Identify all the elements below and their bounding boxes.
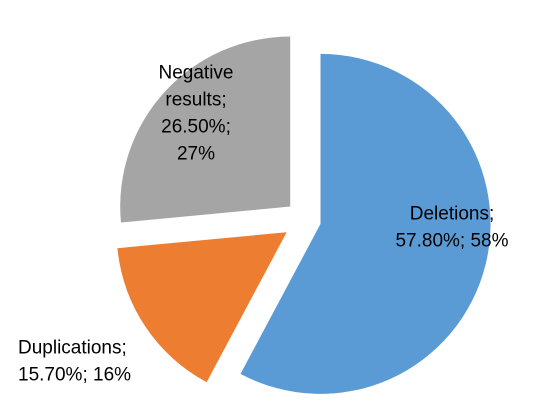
data-label-line: Deletions;	[410, 204, 495, 225]
data-label-line: Negative	[159, 63, 234, 84]
data-label-line: 57.80%; 58%	[395, 231, 508, 252]
data-label-negative-results: Negative results; 26.50%; 27%	[159, 63, 234, 165]
pie-slice-duplications	[117, 232, 287, 383]
pie-slice-deletions	[240, 53, 491, 394]
labels-layer: Deletions; 57.80%; 58% Duplications; 15.70%…	[18, 63, 509, 386]
slices-layer	[117, 36, 491, 394]
pie-slice-negative-results	[120, 36, 291, 223]
data-label-duplications: Duplications; 15.70%; 16%	[18, 338, 131, 386]
data-label-line: 15.70%; 16%	[18, 365, 131, 386]
data-label-deletions: Deletions; 57.80%; 58%	[395, 204, 508, 252]
data-label-line: results;	[165, 90, 226, 111]
data-label-line: 27%	[177, 144, 215, 165]
data-label-line: Duplications;	[18, 338, 127, 359]
data-label-line: 26.50%;	[161, 117, 231, 138]
